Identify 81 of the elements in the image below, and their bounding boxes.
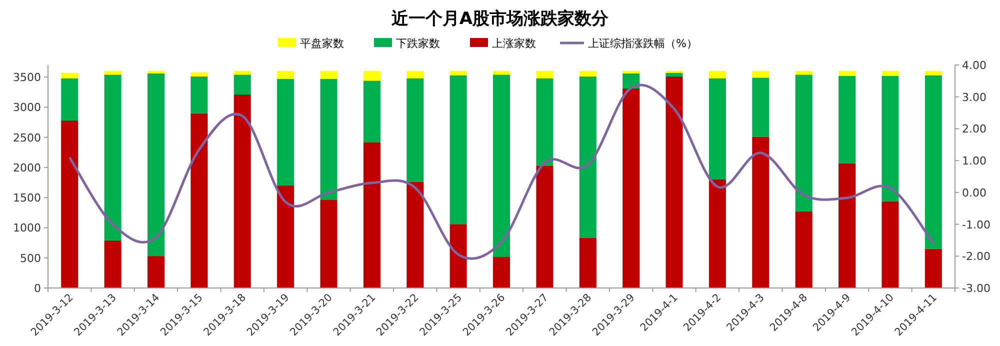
bar bbox=[493, 74, 510, 257]
bar bbox=[147, 256, 164, 288]
bar bbox=[708, 180, 726, 288]
bar bbox=[579, 71, 596, 76]
bar bbox=[450, 75, 467, 224]
bar bbox=[536, 166, 554, 288]
bar bbox=[493, 256, 510, 288]
bar bbox=[622, 73, 640, 89]
bar bbox=[666, 76, 683, 288]
y2-tick-label: 1.00 bbox=[962, 154, 986, 168]
bar bbox=[579, 76, 596, 238]
y2-tick-label: -3.00 bbox=[962, 282, 990, 295]
bar bbox=[104, 74, 122, 240]
bar bbox=[924, 71, 942, 76]
legend-label: 上涨家数 bbox=[492, 37, 536, 50]
bar bbox=[234, 94, 251, 288]
y2-tick-label: -2.00 bbox=[962, 250, 990, 264]
bar bbox=[320, 78, 338, 200]
y2-tick-label: 0.00 bbox=[962, 186, 986, 200]
legend-label: 上证综指涨跌幅（%） bbox=[588, 37, 698, 50]
y2-tick-label: 4.00 bbox=[962, 59, 986, 72]
bar bbox=[795, 211, 812, 288]
bar bbox=[277, 186, 294, 288]
bar bbox=[320, 71, 338, 79]
bar bbox=[363, 80, 380, 142]
y2-tick-label: 3.00 bbox=[962, 90, 986, 104]
bar bbox=[752, 71, 770, 78]
bar bbox=[536, 71, 554, 78]
y-tick-label: 500 bbox=[20, 252, 41, 265]
bar bbox=[795, 74, 812, 212]
bar bbox=[924, 248, 942, 288]
y-tick-label: 1500 bbox=[13, 192, 41, 205]
bar bbox=[450, 224, 467, 288]
bar bbox=[450, 71, 467, 76]
bar bbox=[406, 182, 424, 288]
y2-tick-label: 2.00 bbox=[962, 122, 986, 136]
bar bbox=[752, 78, 770, 137]
bar bbox=[795, 71, 812, 75]
y2-tick-label: -1.00 bbox=[962, 218, 990, 232]
bar bbox=[838, 163, 856, 288]
bar bbox=[61, 78, 78, 120]
y-tick-label: 2000 bbox=[13, 161, 41, 174]
bar bbox=[320, 200, 338, 288]
bar bbox=[882, 71, 899, 76]
bar bbox=[234, 71, 251, 75]
bar bbox=[924, 75, 942, 249]
bar bbox=[104, 240, 122, 288]
bar bbox=[838, 76, 856, 164]
bar bbox=[277, 71, 294, 79]
legend-label: 下跌家数 bbox=[396, 37, 440, 50]
bar bbox=[752, 136, 770, 288]
bar bbox=[536, 78, 554, 166]
y-tick-label: 3500 bbox=[13, 71, 41, 84]
y-tick-label: 1000 bbox=[13, 222, 41, 235]
y-tick-label: 2500 bbox=[13, 131, 41, 144]
bar bbox=[406, 78, 424, 182]
bar bbox=[104, 71, 122, 75]
bar bbox=[190, 113, 208, 288]
y-tick-label: 0 bbox=[34, 282, 41, 295]
bar bbox=[579, 238, 596, 288]
bar bbox=[666, 72, 683, 76]
bar bbox=[234, 74, 251, 95]
bar bbox=[147, 73, 164, 256]
bar bbox=[838, 71, 856, 76]
bar bbox=[363, 142, 380, 288]
bar bbox=[61, 120, 78, 288]
bar bbox=[277, 78, 294, 186]
bar bbox=[622, 88, 640, 288]
bar bbox=[190, 72, 208, 76]
legend-label: 平盘家数 bbox=[300, 37, 344, 50]
bar bbox=[363, 71, 380, 81]
bar bbox=[406, 71, 424, 78]
bar bbox=[708, 71, 726, 78]
bar bbox=[493, 71, 510, 75]
bar bbox=[708, 78, 726, 180]
chart-title: 近一个月A股市场涨跌家数分 bbox=[390, 9, 610, 29]
bar bbox=[882, 201, 899, 288]
y-tick-label: 3000 bbox=[13, 101, 41, 114]
bar bbox=[61, 72, 78, 78]
bar bbox=[882, 76, 899, 202]
bar bbox=[190, 76, 208, 114]
